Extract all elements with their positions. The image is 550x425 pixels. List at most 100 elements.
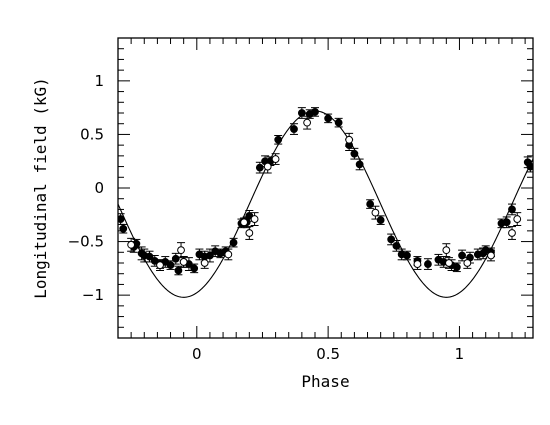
filled-marker — [355, 160, 364, 169]
open-marker — [371, 208, 380, 217]
open-data-point — [371, 205, 380, 220]
x-tick-label: 0 — [192, 345, 202, 363]
filled-data-point — [297, 107, 306, 119]
x-axis-label: Phase — [301, 372, 349, 391]
filled-marker — [508, 205, 516, 214]
filled-data-point — [289, 123, 298, 135]
open-data-point — [200, 257, 209, 269]
y-tick-labels: −1 −0.5 0 0.5 1 — [68, 72, 104, 304]
open-marker — [245, 229, 254, 237]
open-data-point — [507, 226, 516, 240]
filled-marker — [174, 266, 183, 275]
filled-marker — [145, 252, 154, 261]
filled-data-point — [452, 262, 461, 273]
open-data-point — [486, 249, 495, 262]
filled-marker — [255, 163, 264, 172]
open-marker — [442, 246, 451, 255]
filled-marker — [502, 218, 511, 227]
filled-data-point — [458, 249, 467, 262]
open-data-point — [179, 256, 188, 268]
filled-marker — [118, 215, 125, 223]
filled-marker — [166, 261, 175, 270]
open-data-point — [413, 258, 422, 270]
filled-data-point — [324, 113, 333, 124]
filled-marker — [424, 260, 432, 268]
open-marker — [487, 251, 495, 260]
open-data-point — [442, 243, 451, 258]
open-data-point — [224, 248, 233, 261]
filled-data-point — [229, 237, 238, 248]
filled-data-point — [402, 250, 411, 261]
y-tick-label: −0.5 — [68, 233, 104, 251]
filled-data-point — [502, 216, 511, 229]
open-data-point — [250, 212, 259, 226]
y-tick-label: 0 — [94, 179, 104, 197]
filled-marker — [387, 235, 396, 244]
open-data-point — [345, 132, 354, 147]
open-marker — [224, 250, 233, 259]
y-tick-label: 1 — [94, 72, 104, 90]
open-marker — [127, 240, 136, 249]
filled-marker — [392, 241, 401, 250]
y-axis-label: Longitudinal field (kG) — [31, 77, 50, 299]
filled-data-point — [507, 203, 516, 216]
filled-marker — [190, 264, 199, 273]
open-data-point — [513, 212, 522, 226]
open-marker — [508, 229, 516, 237]
filled-data-point — [190, 263, 199, 274]
filled-data-point — [350, 147, 359, 160]
open-marker — [271, 155, 280, 163]
filled-marker — [297, 109, 306, 117]
filled-data-point — [174, 265, 183, 276]
open-data-point — [463, 257, 472, 269]
filled-data-point — [423, 258, 432, 270]
filled-marker — [324, 114, 333, 123]
filled-data-point — [387, 233, 396, 246]
open-data-point — [245, 226, 254, 240]
filled-marker — [290, 125, 298, 133]
data-points-layer — [118, 107, 533, 276]
x-tick-label: 0.5 — [316, 345, 340, 363]
open-data-point — [177, 242, 186, 259]
open-data-point — [271, 153, 280, 165]
axis-ticks — [117, 37, 533, 339]
filled-data-point — [255, 161, 264, 174]
open-data-point — [156, 259, 165, 271]
filled-data-point — [310, 107, 319, 117]
open-marker — [303, 118, 312, 127]
open-marker — [345, 135, 354, 144]
open-marker — [156, 261, 164, 270]
x-tick-labels: 0 0.5 1 — [192, 345, 464, 363]
open-data-point — [303, 115, 312, 130]
filled-marker — [229, 238, 238, 247]
filled-data-point — [171, 252, 180, 265]
filled-marker — [334, 118, 343, 127]
x-tick-label: 1 — [455, 345, 465, 363]
filled-data-point — [119, 223, 128, 234]
open-marker — [250, 215, 259, 223]
open-data-point — [263, 159, 272, 174]
open-marker — [463, 259, 472, 267]
open-data-point — [127, 237, 136, 252]
open-marker — [179, 258, 188, 266]
open-marker — [240, 218, 248, 227]
y-tick-label: −1 — [82, 286, 104, 304]
filled-data-point — [274, 135, 283, 145]
open-marker — [445, 259, 453, 267]
open-data-point — [240, 217, 249, 228]
y-tick-label: 0.5 — [80, 125, 104, 143]
open-marker — [200, 259, 209, 267]
filled-marker — [311, 108, 319, 116]
filled-marker — [452, 263, 461, 272]
filled-marker — [350, 149, 359, 158]
open-marker — [263, 162, 272, 171]
filled-data-point — [366, 199, 375, 209]
open-marker — [513, 215, 522, 223]
filled-data-point — [392, 240, 401, 252]
filled-marker — [376, 216, 385, 225]
filled-data-point — [376, 215, 385, 225]
open-marker — [413, 260, 422, 268]
filled-marker — [403, 251, 411, 260]
